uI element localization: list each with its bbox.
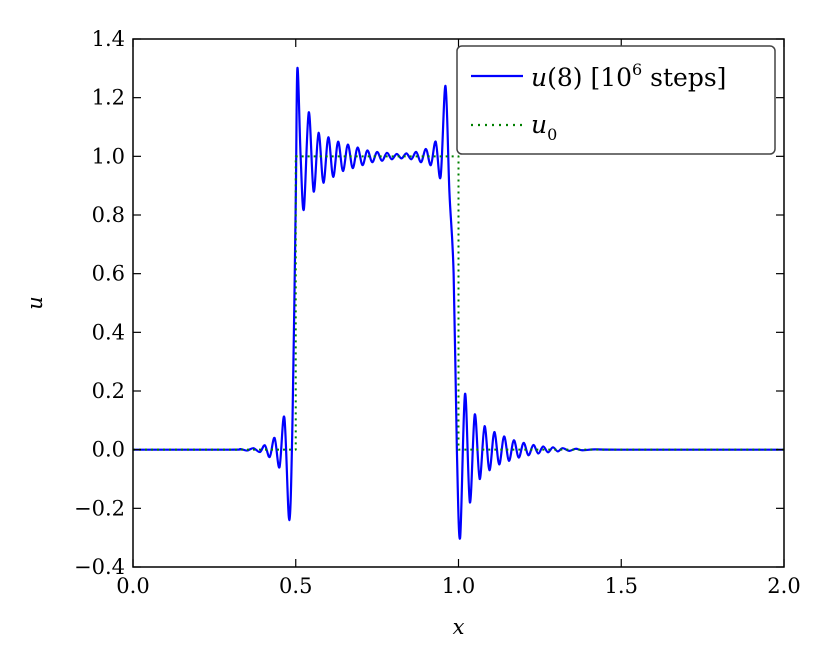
y-tick-label: 1.4 [92,27,125,51]
legend-u-superscript: 6 [632,60,642,79]
legend-box [456,45,776,155]
x-tick-label: 1.5 [605,574,638,598]
legend-u-paren: (8) [10 [547,63,632,92]
y-tick-label: 0.6 [92,262,125,286]
legend-u-symbol: u [531,63,547,92]
x-tick-label: 2.0 [767,574,800,598]
legend-entry-u0: u0 [531,110,557,144]
y-tick-label: 1.0 [92,144,125,168]
y-tick-label: −0.2 [74,496,125,520]
y-tick-label: 1.2 [92,86,125,110]
y-tick-label: 0.4 [92,320,125,344]
y-tick-label: 0.0 [92,438,125,462]
y-tick-label: 0.8 [92,203,125,227]
legend-entry-u: u(8) [106 steps] [531,60,726,92]
x-tick-label: 0.0 [116,574,149,598]
legend: u(8) [106 steps] u0 [456,45,776,155]
y-tick-label: 0.2 [92,379,125,403]
series-line-u0 [133,155,784,451]
series-layer [133,67,784,540]
series-line-u [133,67,784,540]
y-tick-label: −0.4 [74,555,125,579]
ticks-layer: 0.0 0.5 1.0 1.5 2.0 −0.4 −0.2 0.0 0.2 0.4 0.6 0.8 1.… [74,27,801,598]
y-axis-label: u [23,296,47,310]
legend-u0-symbol: u [531,110,547,139]
legend-u-tail: steps] [642,63,726,92]
x-axis-label: x [453,615,465,639]
x-tick-label: 1.0 [442,574,475,598]
legend-u0-subscript: 0 [547,125,557,144]
x-tick-label: 0.5 [279,574,312,598]
